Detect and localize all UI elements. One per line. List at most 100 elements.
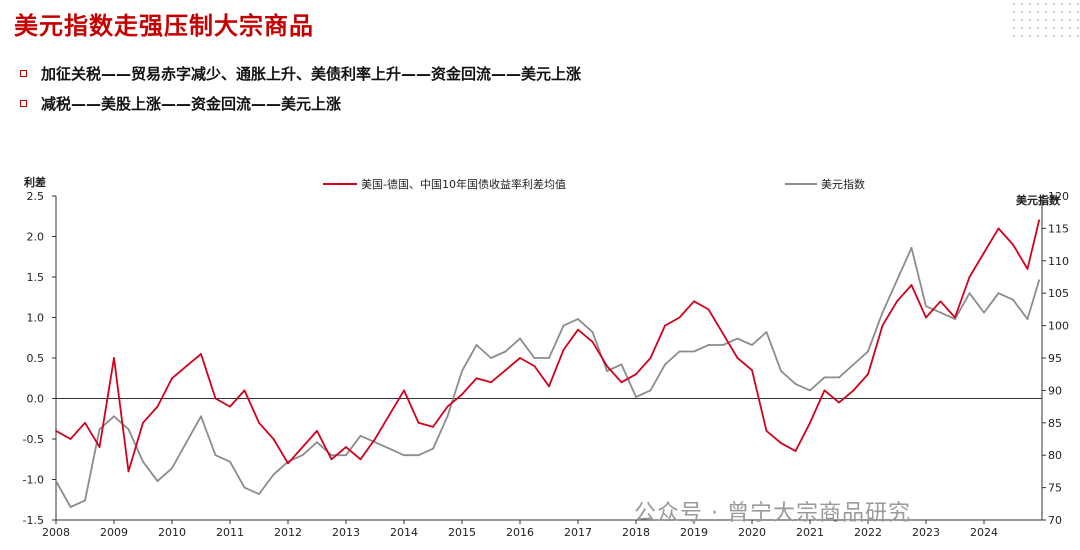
series-line-spread-point xyxy=(504,369,507,372)
series-line-dxy-point xyxy=(388,447,391,450)
series-line-spread-point xyxy=(751,369,753,372)
series-line-spread-point xyxy=(84,421,86,424)
series-line-dxy-point xyxy=(1012,298,1014,301)
series-line-dxy-point xyxy=(156,480,159,483)
series-line-spread-point xyxy=(243,389,246,392)
series-line-dxy-point xyxy=(838,376,840,379)
series-line-dxy-point xyxy=(736,337,739,340)
left-tick-label: 0.0 xyxy=(27,393,45,406)
series-line-spread-point xyxy=(765,430,768,432)
series-line-spread-point xyxy=(475,377,478,380)
left-tick-label: -1.0 xyxy=(23,474,44,487)
bullet-text: 加征关税——贸易赤字减少、通胀上升、美债利率上升——资金回流——美元上涨 xyxy=(41,64,582,83)
series-line-dxy-point xyxy=(823,376,826,379)
series-line-dxy xyxy=(55,246,1040,508)
series-line-spread-point xyxy=(272,438,275,440)
x-tick-label: 2022 xyxy=(854,526,882,539)
right-tick-label: 115 xyxy=(1048,222,1069,235)
series-line-spread-point xyxy=(896,300,898,303)
series-line-dxy-point xyxy=(113,415,115,418)
series-line-dxy-point xyxy=(678,350,681,353)
series-line-spread-point xyxy=(156,405,159,408)
series-line-dxy-point xyxy=(635,395,637,398)
series-line-spread-point xyxy=(954,316,956,319)
series-line-dxy-point xyxy=(258,493,260,495)
x-tick-label: 2019 xyxy=(680,526,708,539)
series-line-dxy-point xyxy=(997,292,1000,295)
series-line-dxy-point xyxy=(229,460,231,463)
series-line-spread-point xyxy=(794,450,797,453)
series-line-dxy-point xyxy=(896,279,898,282)
series-line-spread-point xyxy=(736,357,739,359)
series-line-dxy-point xyxy=(968,292,971,295)
x-tick-label: 2014 xyxy=(390,526,418,539)
series-line-dxy-point xyxy=(98,428,101,431)
series-line-dxy-point xyxy=(243,486,246,489)
series-line-dxy-point xyxy=(519,337,521,340)
series-line-dxy-point xyxy=(649,389,652,392)
series-line-dxy-point xyxy=(983,311,985,314)
series-line-dxy-point xyxy=(272,473,275,476)
right-tick-label: 70 xyxy=(1048,514,1062,527)
x-tick-label: 2018 xyxy=(622,526,650,539)
left-axis-label: 利差 xyxy=(24,175,46,189)
x-tick-label: 2020 xyxy=(738,526,766,539)
series-line-spread-point xyxy=(867,373,869,376)
series-line-dxy-point xyxy=(794,383,797,385)
series-line-dxy-point xyxy=(171,467,173,470)
x-tick-label: 2008 xyxy=(42,526,70,539)
series-line-dxy-point xyxy=(417,454,420,457)
series-line-spread-point xyxy=(635,373,637,376)
bullet-text: 减税——美股上涨——资金回流——美元上涨 xyxy=(41,94,342,113)
series-line-dxy-point xyxy=(214,454,217,457)
series-line-spread-point xyxy=(388,413,391,416)
series-line-dxy-point xyxy=(69,506,72,508)
series-line-spread-point xyxy=(417,421,420,424)
series-line-spread-point xyxy=(693,300,695,303)
x-tick-label: 2015 xyxy=(448,526,476,539)
series-line-dxy-point xyxy=(591,331,594,333)
series-line-spread-point xyxy=(403,389,405,392)
series-line-dxy-point xyxy=(809,389,811,392)
series-line-dxy-point xyxy=(693,350,695,353)
series-line-spread-point xyxy=(446,405,449,408)
series-line-spread-point xyxy=(1012,243,1014,246)
series-line-dxy-point xyxy=(765,331,768,333)
series-line-spread-point xyxy=(142,421,144,424)
series-line-spread-point xyxy=(780,442,782,444)
series-line-dxy-point xyxy=(185,441,188,444)
left-tick-label: -1.5 xyxy=(23,514,44,527)
series-line-spread-point xyxy=(374,438,376,440)
series-line-spread-point xyxy=(620,381,623,384)
watermark-text: 公众号 · 曾宁大宗商品研究 xyxy=(634,501,911,526)
series-line-spread-point xyxy=(606,365,608,367)
series-line-spread-point xyxy=(968,276,971,278)
series-line-dxy-point xyxy=(84,499,86,502)
series-line-dxy-point xyxy=(490,357,492,359)
right-tick-label: 90 xyxy=(1048,384,1062,397)
right-tick-label: 110 xyxy=(1048,255,1069,268)
bullet-square-icon xyxy=(20,69,27,77)
page-title: 美元指数走强压制大宗商品 xyxy=(14,12,314,40)
series-line-dxy-point xyxy=(142,460,144,463)
corner-dot-pattern xyxy=(1010,0,1080,42)
series-line-spread-point xyxy=(214,397,217,400)
series-line-dxy-point xyxy=(374,441,376,444)
series-line-dxy-point xyxy=(316,441,318,444)
legend-label-spread: 美国-德国、中国10年国债收益率利差均值 xyxy=(361,177,566,191)
series-line-spread-point xyxy=(316,430,318,432)
series-line-spread-point xyxy=(98,446,101,448)
left-tick-label: 1.5 xyxy=(27,271,45,284)
series-line-spread-point xyxy=(113,357,115,359)
series-line-spread-point xyxy=(490,381,492,384)
series-line-spread-point xyxy=(1026,268,1029,270)
series-line-dxy-point xyxy=(504,350,507,353)
x-tick-label: 2021 xyxy=(796,526,824,539)
series-line-dxy-point xyxy=(925,305,927,308)
series-line-dxy-point xyxy=(461,370,463,372)
right-tick-label: 100 xyxy=(1048,320,1069,333)
series-line-dxy-point xyxy=(577,318,579,321)
series-line-dxy-point xyxy=(200,415,202,418)
series-line-spread-point xyxy=(258,421,260,424)
series-line-dxy-point xyxy=(939,311,942,314)
